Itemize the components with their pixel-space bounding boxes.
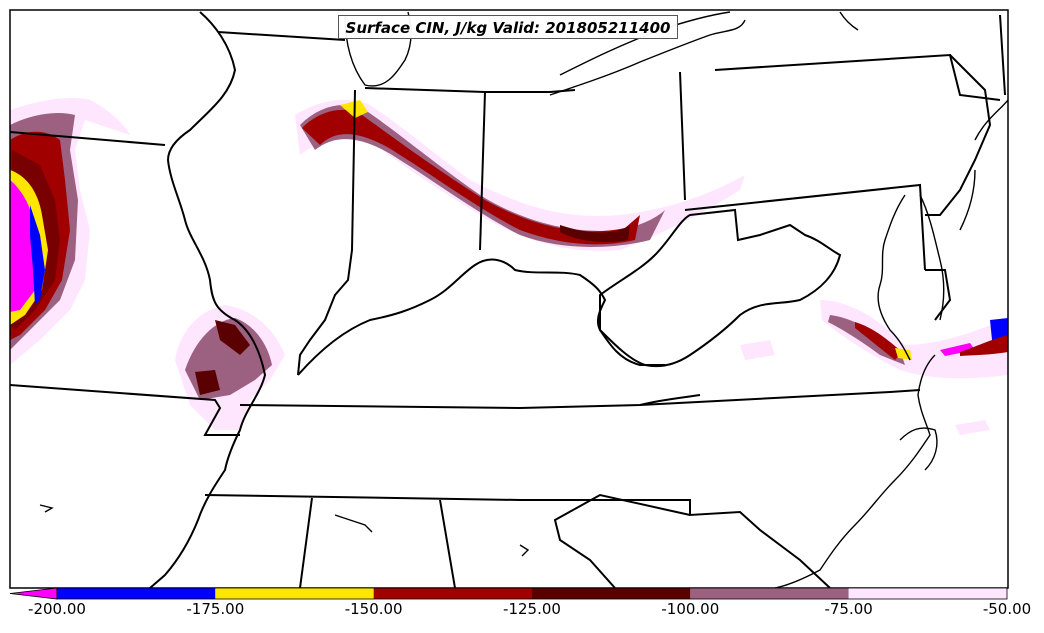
colorbar-tick-label: -100.00	[661, 600, 720, 618]
map-frame	[9, 9, 1009, 589]
colorbar-outline	[56, 587, 1008, 600]
colorbar-segment	[57, 588, 216, 599]
coastlines	[39, 11, 1008, 588]
colorbar-tick-label: -125.00	[503, 600, 561, 618]
colorbar-segment	[215, 588, 374, 599]
colorbar-tick-label: -75.00	[824, 600, 873, 618]
cin-shading	[10, 98, 1008, 435]
colorbar-segment	[690, 588, 849, 599]
colorbar-segment	[373, 588, 532, 599]
map-title: Surface CIN, J/kg Valid: 201805211400	[338, 15, 678, 39]
colorbar-tick-label: -200.00	[28, 600, 86, 618]
colorbar	[9, 587, 1008, 600]
colorbar-tick-label: -175.00	[186, 600, 245, 618]
colorbar-tick-label: -50.00	[982, 600, 1032, 618]
colorbar-tick-label: -150.00	[344, 600, 403, 618]
colorbar-segment	[532, 588, 691, 599]
state-boundaries	[10, 11, 1006, 588]
colorbar-extension	[9, 587, 58, 600]
colorbar-segment	[848, 588, 1007, 599]
